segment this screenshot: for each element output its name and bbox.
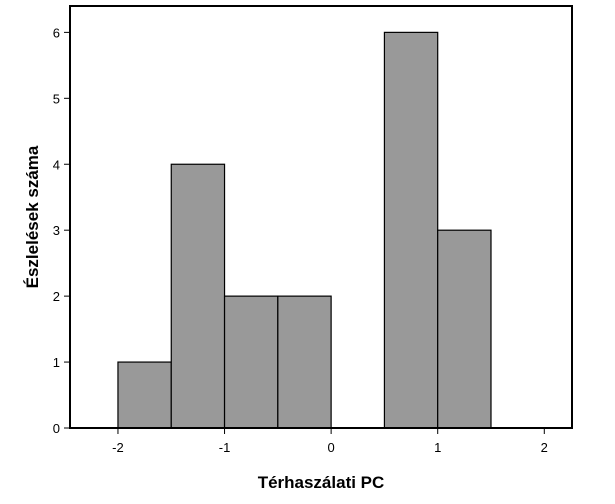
histogram-bar <box>437 229 492 429</box>
x-axis-title: Térhaszálati PC <box>258 473 385 492</box>
x-tick-label: -2 <box>112 440 124 455</box>
y-tick-label: 0 <box>53 421 60 436</box>
histogram-bar <box>277 295 332 429</box>
x-tick-label: -1 <box>219 440 231 455</box>
histogram-bar <box>383 31 439 429</box>
y-tick-label: 4 <box>53 157 60 172</box>
y-tick-label: 5 <box>53 91 60 106</box>
plot-frame <box>69 5 573 429</box>
y-tick-label: 2 <box>53 289 60 304</box>
y-axis-title: Észlelések száma <box>23 145 42 288</box>
y-tick-label: 3 <box>53 223 60 238</box>
x-tick-label: 1 <box>434 440 441 455</box>
y-tick-label: 6 <box>53 25 60 40</box>
bars-group <box>117 31 492 429</box>
histogram-bar <box>170 163 226 429</box>
y-tick-label: 1 <box>53 355 60 370</box>
histogram-bar <box>223 295 279 429</box>
histogram-bar <box>117 361 172 429</box>
axes-group: -2 -1 0 1 2 0 1 2 3 4 5 6 <box>53 25 548 455</box>
x-tick-label: 2 <box>541 440 548 455</box>
x-tick-label: 0 <box>328 440 335 455</box>
